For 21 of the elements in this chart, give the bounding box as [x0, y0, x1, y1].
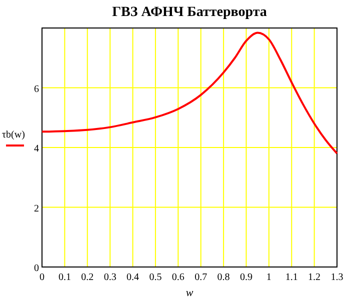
x-axis-title: w [186, 287, 194, 299]
y-axis-title: τb(w) [2, 130, 25, 140]
x-tick-label: 0.7 [194, 272, 208, 283]
x-tick-label: 0.5 [149, 272, 162, 283]
x-tick-label: 0.2 [81, 272, 94, 283]
line-series [41, 32, 338, 154]
x-tick-label: 1.2 [308, 272, 321, 283]
y-tick-label: 6 [34, 84, 39, 95]
x-tick-label: 0.6 [172, 272, 184, 283]
x-tick-label: 0.4 [126, 272, 140, 283]
y-tick-label: 4 [34, 144, 39, 154]
x-tick-label: 0.1 [58, 272, 71, 283]
y-tick-label: 0 [34, 263, 39, 274]
y-tick-label: 2 [34, 203, 39, 214]
x-tick-label: 0.9 [240, 272, 252, 283]
x-tick-label: 1 [266, 272, 272, 283]
x-tick-label: 0.3 [104, 272, 116, 283]
x-tick-label: 0.8 [217, 272, 230, 283]
x-tick-label: 1.3 [330, 272, 344, 283]
x-tick-label: 1.1 [285, 272, 298, 283]
chart-title: ГВЗ АФНЧ Баттерворта [112, 5, 267, 20]
